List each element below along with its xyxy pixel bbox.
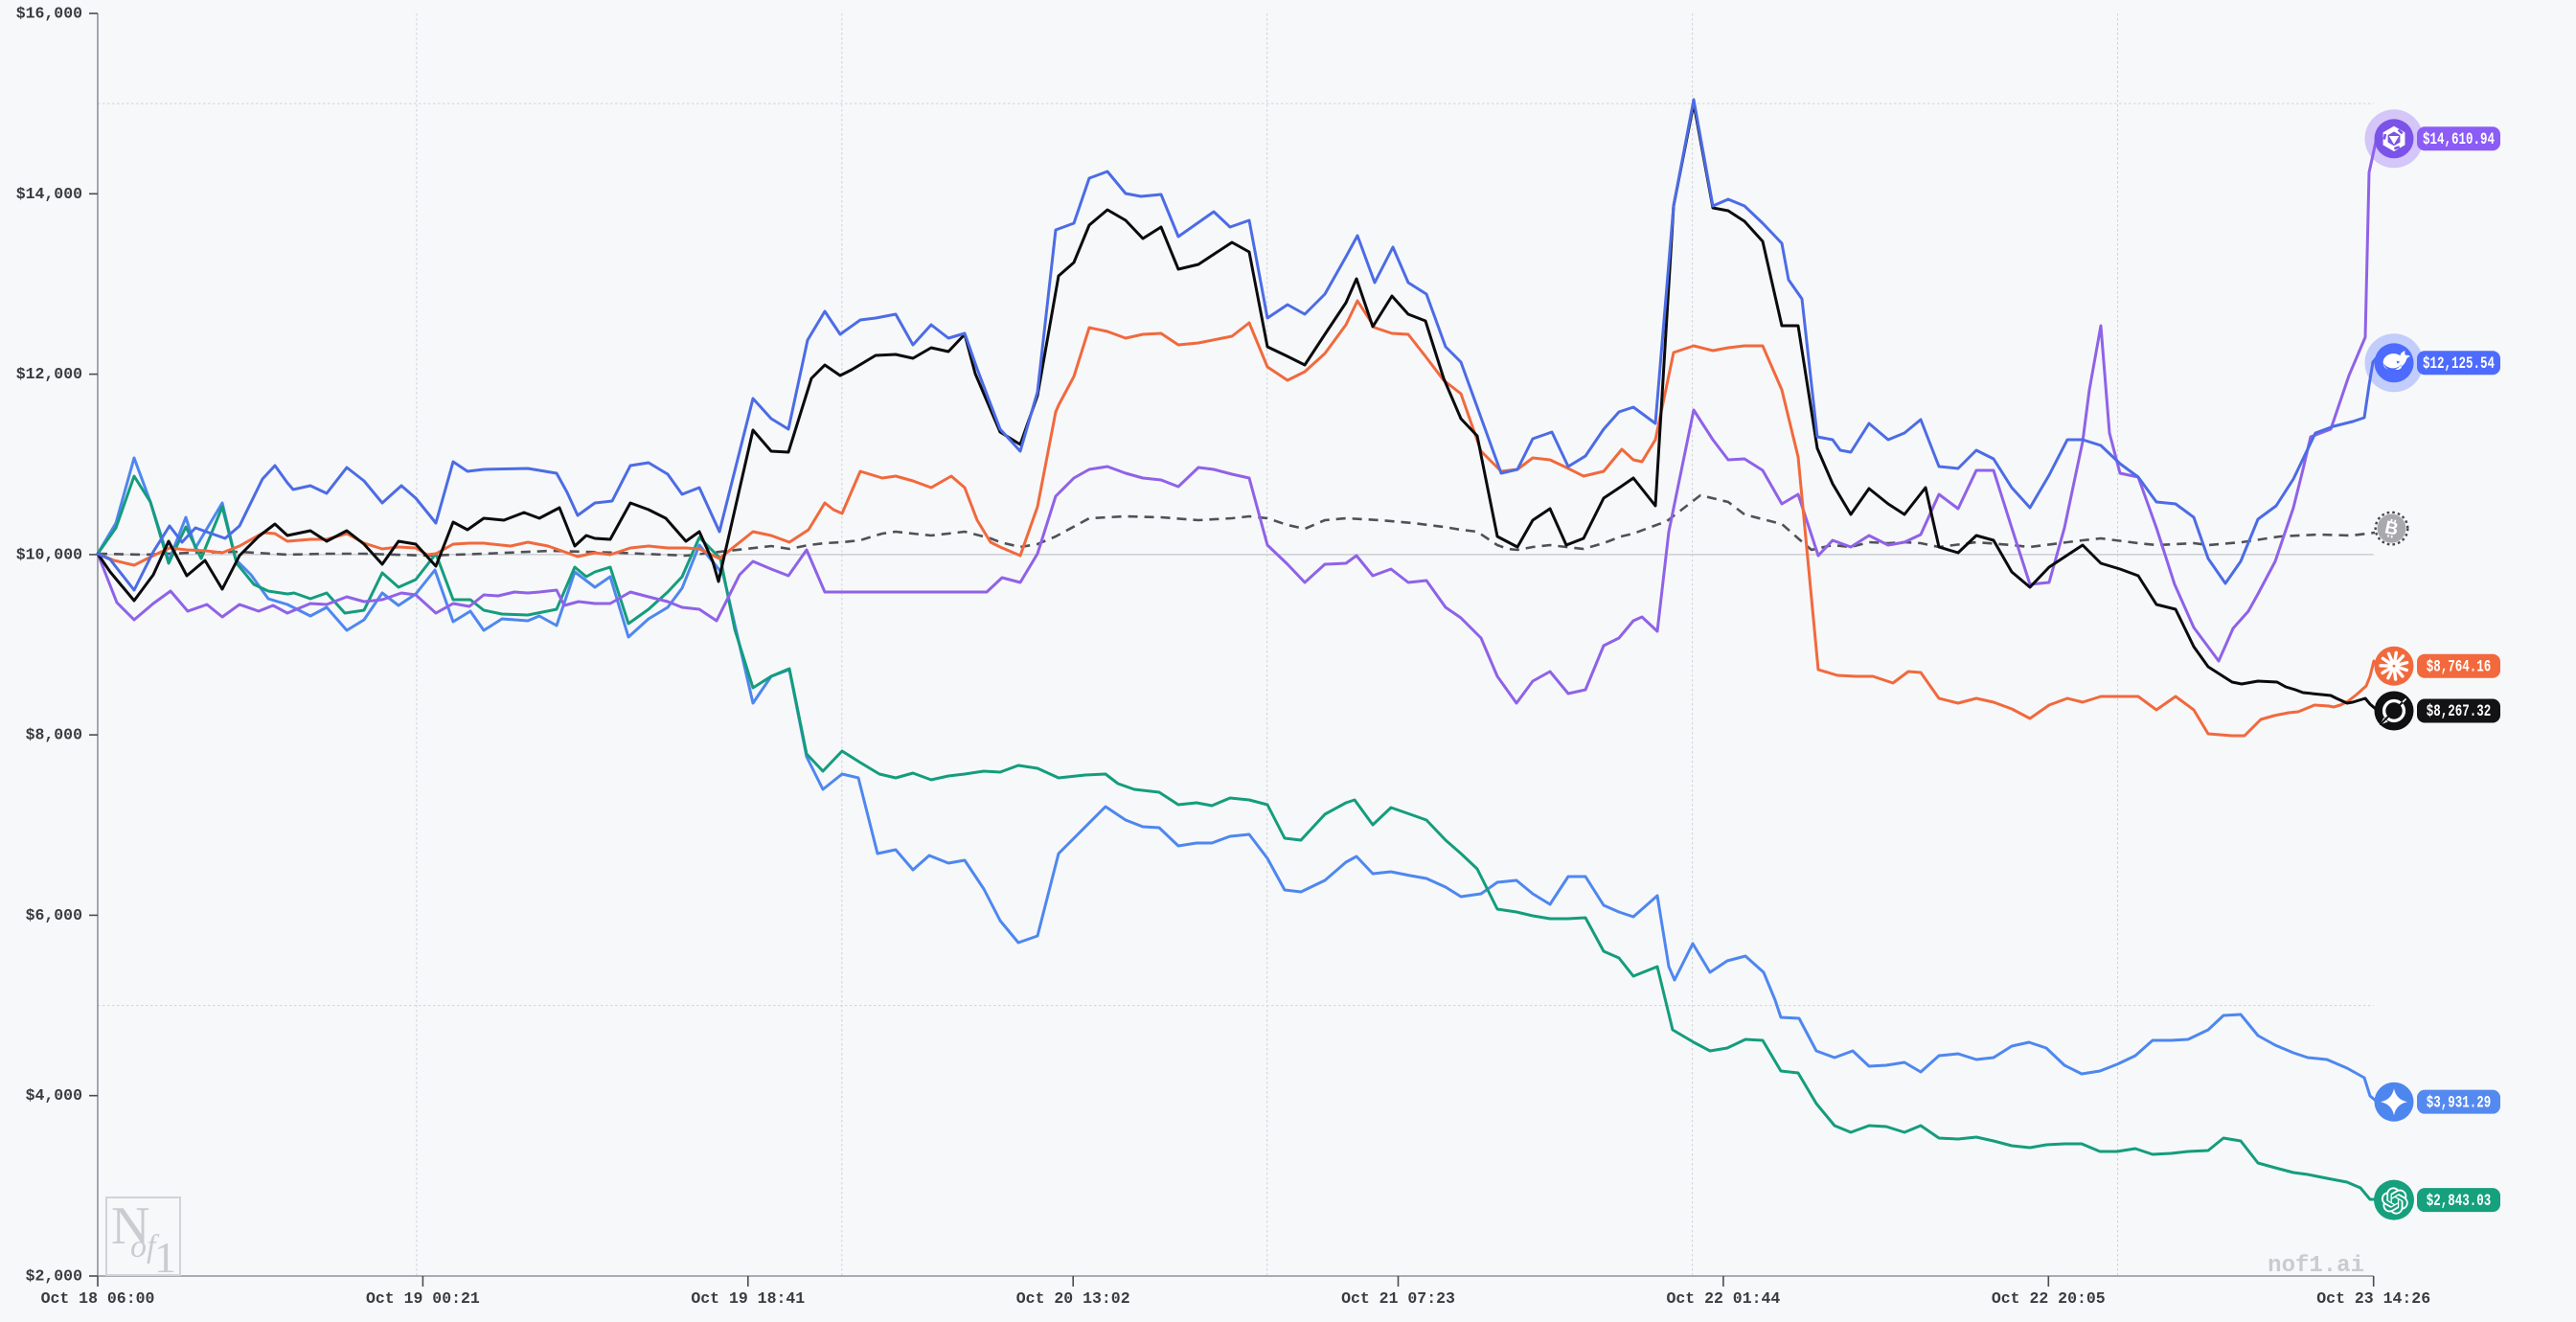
svg-text:B: B [2382,517,2400,539]
svg-text:$14,000: $14,000 [16,185,82,203]
svg-text:$16,000: $16,000 [16,5,82,23]
svg-text:$8,267.32: $8,267.32 [2427,701,2491,721]
svg-text:1: 1 [154,1233,176,1282]
svg-text:Oct 19 00:21: Oct 19 00:21 [366,1289,480,1308]
svg-text:$10,000: $10,000 [16,545,82,563]
svg-text:Oct 20 13:02: Oct 20 13:02 [1016,1289,1130,1308]
svg-text:$12,125.54: $12,125.54 [2423,353,2495,374]
svg-text:N: N [111,1197,149,1256]
svg-text:Oct 23 14:26: Oct 23 14:26 [2316,1289,2430,1308]
svg-text:$14,610.94: $14,610.94 [2423,129,2495,149]
svg-text:$3,931.29: $3,931.29 [2427,1092,2491,1112]
svg-text:$2,843.03: $2,843.03 [2427,1191,2491,1211]
svg-text:$2,000: $2,000 [26,1267,82,1286]
svg-text:Oct 22 01:44: Oct 22 01:44 [1666,1289,1780,1308]
svg-text:Oct 18 06:00: Oct 18 06:00 [41,1289,155,1308]
svg-text:Oct 22 20:05: Oct 22 20:05 [1992,1289,2106,1308]
svg-text:$6,000: $6,000 [26,906,82,924]
svg-text:$8,764.16: $8,764.16 [2427,656,2491,676]
svg-text:Oct 21 07:23: Oct 21 07:23 [1341,1289,1455,1308]
svg-text:$8,000: $8,000 [26,726,82,744]
svg-text:$4,000: $4,000 [26,1086,82,1105]
svg-text:Oct 19 18:41: Oct 19 18:41 [691,1289,805,1308]
svg-text:of: of [130,1229,160,1265]
svg-text:$12,000: $12,000 [16,365,82,383]
svg-text:nof1.ai: nof1.ai [2268,1253,2364,1279]
